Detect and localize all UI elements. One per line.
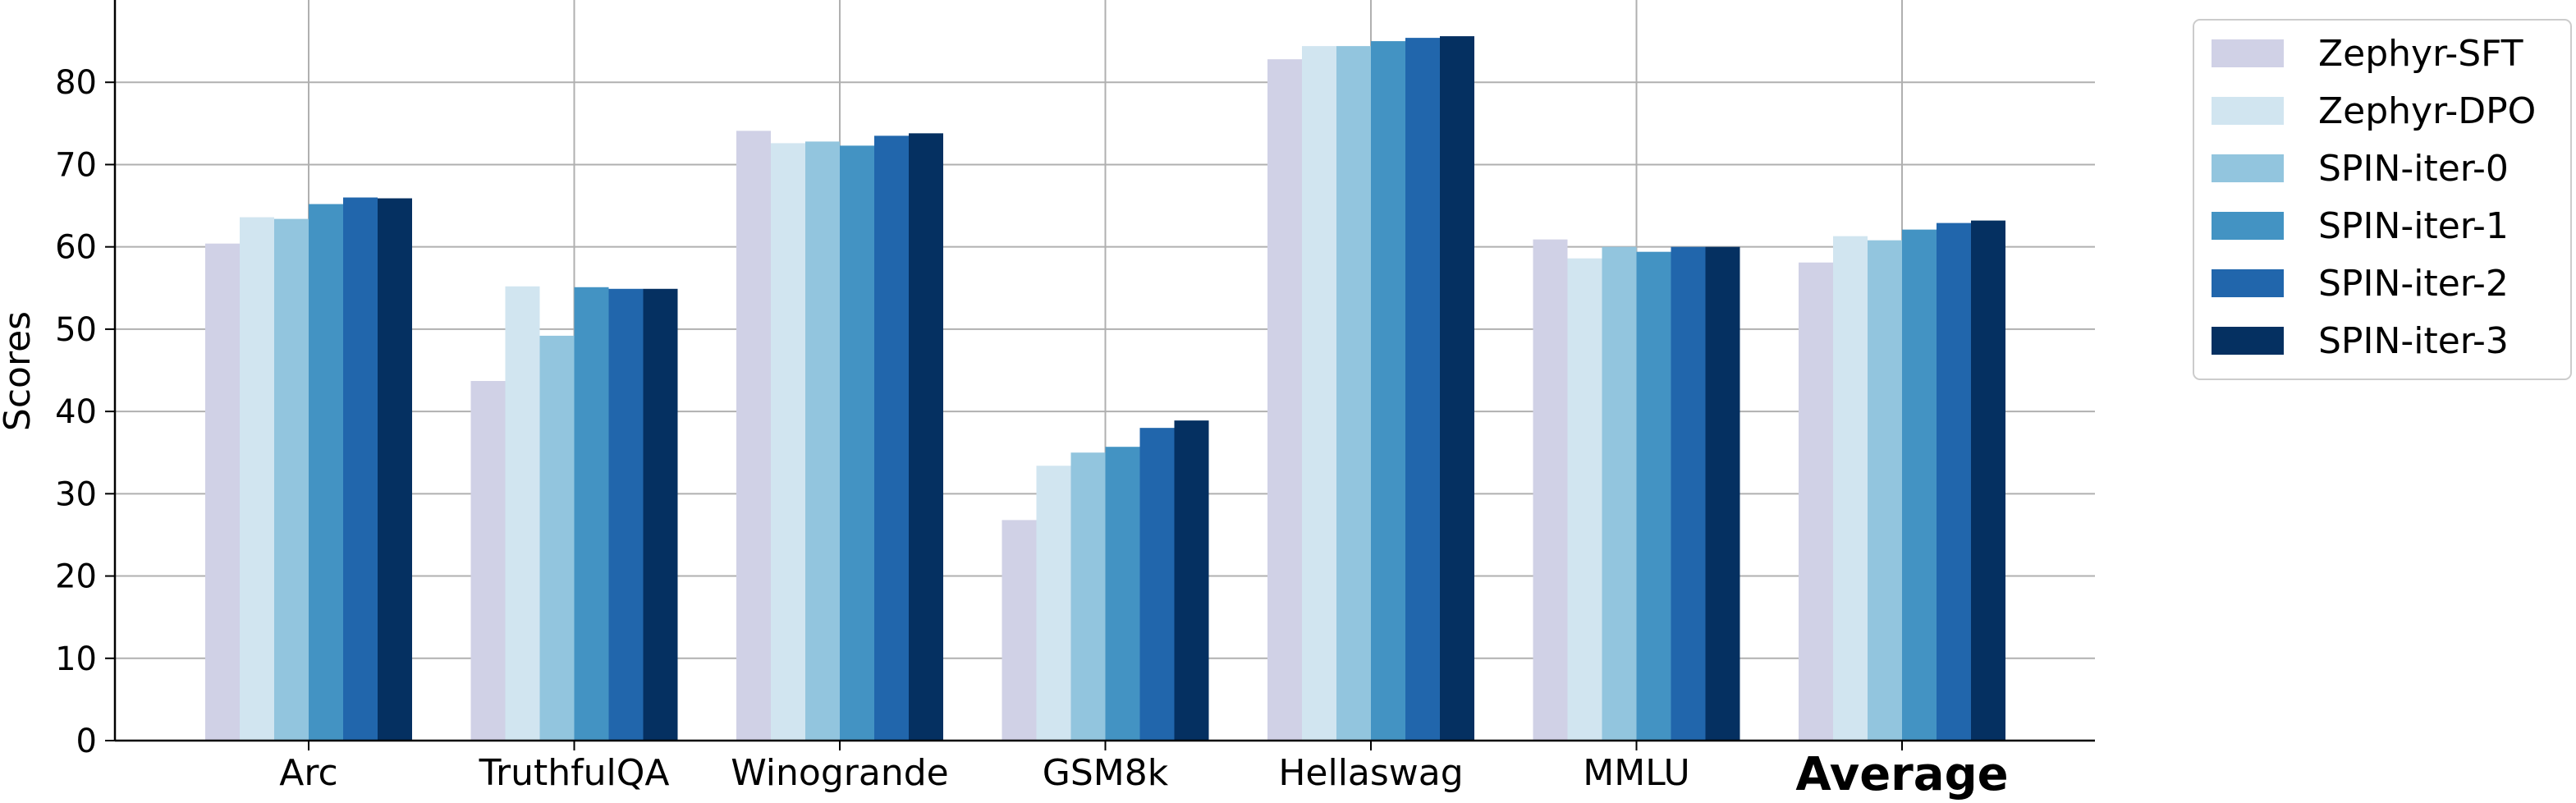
- legend-swatch: [2212, 39, 2284, 67]
- x-tick-label: Average: [1795, 748, 2008, 801]
- bar: [505, 286, 540, 741]
- bar: [643, 288, 678, 741]
- x-tick-label: Arc: [279, 752, 337, 794]
- bar: [1868, 240, 1902, 741]
- legend-label: Zephyr-DPO: [2318, 90, 2536, 132]
- bar: [274, 218, 309, 741]
- y-axis-title: Scores: [0, 311, 39, 431]
- legend: Zephyr-SFT Zephyr-DPO SPIN-iter-0 SPIN-iter…: [2193, 19, 2572, 380]
- bar: [1636, 251, 1671, 741]
- bar: [1105, 447, 1140, 741]
- x-tick-label: TruthfulQA: [479, 752, 670, 794]
- bar: [1036, 466, 1071, 741]
- legend-label: SPIN-iter-2: [2318, 263, 2509, 305]
- bar: [909, 133, 943, 741]
- x-tick-label: Hellaswag: [1278, 752, 1463, 794]
- y-tick-label: 70: [55, 146, 97, 184]
- bar: [1336, 46, 1371, 741]
- bar: [1705, 246, 1740, 741]
- x-tick-label: Winogrande: [731, 752, 948, 794]
- bar: [771, 143, 805, 741]
- bar: [736, 131, 771, 741]
- legend-label: SPIN-iter-3: [2318, 320, 2509, 362]
- y-tick-label: 60: [55, 229, 97, 267]
- legend-label: SPIN-iter-1: [2318, 205, 2509, 247]
- bar: [805, 141, 840, 741]
- bar: [1567, 258, 1602, 741]
- bar: [1902, 229, 1937, 741]
- axes: [105, 0, 2095, 750]
- bar: [309, 204, 343, 741]
- legend-swatch: [2212, 154, 2284, 182]
- bar: [1971, 220, 2005, 741]
- y-tick-labels: 0 10 20 30 40 50 60 70 80: [55, 64, 97, 760]
- bar: [1799, 262, 1833, 741]
- bar: [1671, 246, 1706, 741]
- bar: [1937, 223, 1971, 741]
- legend-label: SPIN-iter-0: [2318, 148, 2509, 190]
- bar: [240, 217, 274, 741]
- bar: [1267, 59, 1302, 741]
- bar: [874, 135, 909, 741]
- y-tick-label: 40: [55, 393, 97, 431]
- y-tick-label: 0: [76, 723, 97, 760]
- y-tick-label: 80: [55, 64, 97, 102]
- y-tick-label: 10: [55, 640, 97, 678]
- bar: [1602, 246, 1637, 741]
- legend-swatch: [2212, 97, 2284, 125]
- legend-swatch: [2212, 269, 2284, 297]
- bar: [1371, 41, 1405, 741]
- bar: [205, 243, 240, 741]
- bar: [343, 197, 378, 741]
- bars: [205, 36, 2005, 741]
- bar: [1833, 236, 1868, 741]
- y-tick-label: 20: [55, 558, 97, 596]
- bar: [1440, 36, 1474, 741]
- bar: [378, 198, 412, 741]
- bar: [1139, 428, 1175, 741]
- y-tick-label: 50: [55, 311, 97, 349]
- legend-box: [2193, 19, 2572, 380]
- bar: [1002, 520, 1037, 741]
- bar: [1405, 38, 1440, 741]
- x-tick-label: GSM8k: [1043, 752, 1169, 794]
- y-tick-label: 30: [55, 475, 97, 513]
- legend-swatch: [2212, 212, 2284, 240]
- legend-swatch: [2212, 327, 2284, 355]
- bar: [574, 287, 609, 741]
- bar: [470, 381, 506, 741]
- bar: [1533, 239, 1568, 741]
- legend-label: Zephyr-SFT: [2318, 33, 2523, 75]
- bar: [1174, 420, 1209, 741]
- bar: [1070, 452, 1106, 741]
- bar: [608, 288, 644, 741]
- bar: [1302, 46, 1336, 741]
- bar: [539, 335, 575, 741]
- bar: [840, 145, 874, 741]
- x-tick-label: MMLU: [1583, 752, 1689, 794]
- x-tick-labels: Arc TruthfulQA Winogrande GSM8k Hellaswag MML…: [279, 748, 2008, 801]
